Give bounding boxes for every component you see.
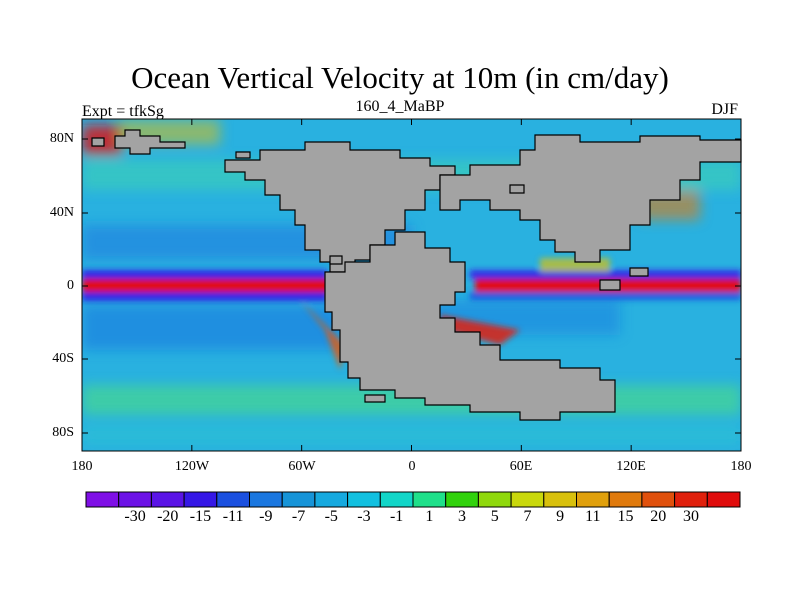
colorbar-label: 3 xyxy=(458,508,467,525)
south-subtropic-downwelling xyxy=(82,305,342,350)
gondwana xyxy=(324,231,616,421)
colorbar-swatch xyxy=(379,491,414,508)
colorbar-swatch xyxy=(576,491,610,508)
colorbar-swatch xyxy=(216,491,251,508)
colorbar-swatch xyxy=(347,491,381,508)
colorbar-swatch xyxy=(281,491,316,508)
axis-ticks xyxy=(81,119,742,451)
lat-tick-label: 80S xyxy=(52,425,74,440)
colorbar-label: -7 xyxy=(291,508,306,525)
colorbar-label: -3 xyxy=(357,508,371,525)
colorbar-swatch xyxy=(641,491,676,508)
colorbar-swatch xyxy=(674,491,708,508)
colorbar-label: 11 xyxy=(585,508,601,525)
island-5 xyxy=(509,184,525,194)
land-masses xyxy=(91,129,742,421)
equatorial-upwelling xyxy=(82,279,332,292)
coastal-upwelling xyxy=(300,300,345,370)
colorbar-label: -15 xyxy=(189,508,212,525)
colorbar-label: -11 xyxy=(222,508,244,525)
colorbar-swatch xyxy=(249,491,283,508)
colorbar-swatch xyxy=(477,491,512,508)
lon-tick-label: 120W xyxy=(174,459,210,474)
colorbar-swatch xyxy=(85,491,120,508)
colorbar-label: 1 xyxy=(425,508,434,525)
colorbar-swatch xyxy=(543,491,577,508)
island-3 xyxy=(329,255,343,265)
colorbar-label: 20 xyxy=(650,508,667,525)
period-label: 160_4_MaBP xyxy=(355,98,445,115)
colorbar-swatch xyxy=(118,491,152,508)
lon-tick-label: 120E xyxy=(616,459,646,474)
lat-tick-label: 0 xyxy=(67,278,74,293)
colorbar-label: 9 xyxy=(556,508,565,525)
eurasia xyxy=(439,134,742,263)
colorbar-swatch xyxy=(183,491,218,508)
colorbar-label: 5 xyxy=(490,508,499,525)
lon-tick-label: 0 xyxy=(408,459,416,474)
colorbar-swatch xyxy=(445,491,479,508)
equatorial-downwelling-north xyxy=(82,270,327,279)
island-4 xyxy=(235,151,251,159)
colorbar-label: 30 xyxy=(682,508,699,525)
colorbar-swatch xyxy=(510,491,545,508)
lat-tick-label: 40N xyxy=(49,205,74,220)
lon-tick-label: 60E xyxy=(509,459,533,474)
colorbar-swatch xyxy=(412,491,447,508)
colorbar-label: -30 xyxy=(124,508,146,525)
indopacific-downwelling-south xyxy=(470,292,741,300)
colorbar-label: -20 xyxy=(157,508,179,525)
arctic-islet xyxy=(91,137,105,147)
map-title: Ocean Vertical Velocity at 10m (in cm/da… xyxy=(131,60,669,95)
colorbar-label: -9 xyxy=(259,508,273,525)
lon-tick-label: 180 xyxy=(71,459,93,474)
island-1 xyxy=(599,279,621,291)
colorbar-label: -1 xyxy=(389,508,404,525)
lon-tick-label: 60W xyxy=(288,459,316,474)
island-6 xyxy=(364,394,386,403)
experiment-label: Expt = tfkSg xyxy=(82,103,164,120)
colorbar-label: 15 xyxy=(617,508,634,525)
lon-tick-label: 180 xyxy=(730,459,752,474)
channel-upwelling xyxy=(440,315,520,345)
colorbar-swatch xyxy=(608,491,643,508)
equatorial-downwelling-south xyxy=(82,292,327,301)
colorbar-swatch xyxy=(150,491,185,508)
island-2 xyxy=(629,267,649,277)
season-label: DJF xyxy=(711,101,738,118)
lat-tick-label: 80N xyxy=(49,131,74,146)
southern-band xyxy=(82,425,741,445)
colorbar xyxy=(85,491,741,508)
colorbar-swatch xyxy=(314,491,349,508)
lat-tick-label: 40S xyxy=(52,351,74,366)
colorbar-swatch xyxy=(706,491,741,508)
colorbar-label: 7 xyxy=(523,508,532,525)
colorbar-label: -5 xyxy=(324,508,338,525)
indopacific-downwelling xyxy=(470,270,741,279)
arctic-island xyxy=(114,129,186,155)
